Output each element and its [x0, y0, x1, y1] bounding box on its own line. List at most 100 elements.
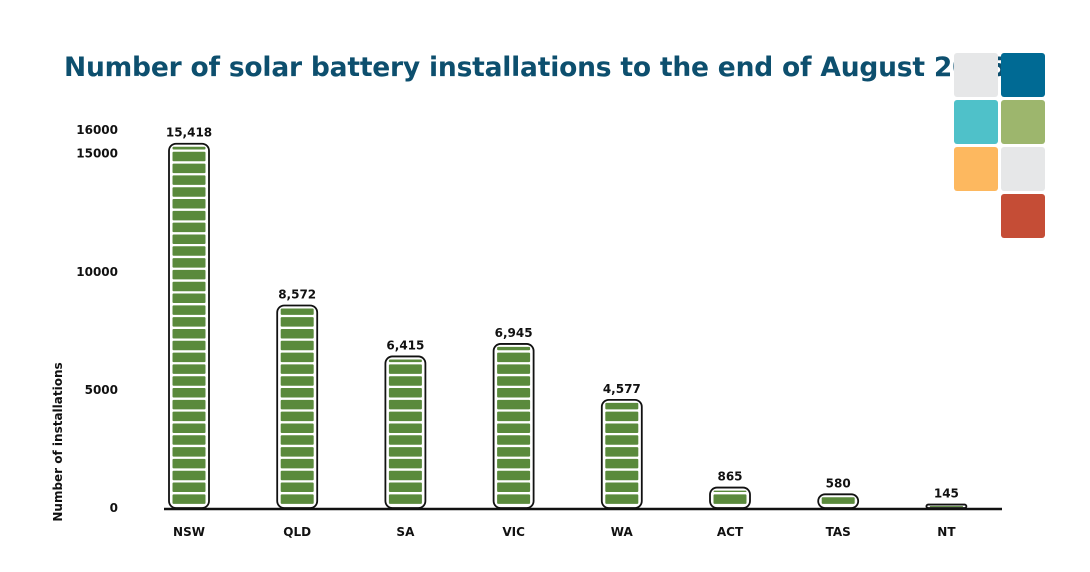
x-tick-label: TAS [826, 525, 851, 539]
bar-segment [280, 470, 314, 481]
bar-segment [172, 494, 206, 504]
bar-segment [172, 305, 206, 315]
bar-segment [388, 482, 422, 493]
logo-tile-green [1001, 100, 1045, 144]
bar-segment [497, 482, 531, 493]
bar-tas [817, 493, 860, 509]
bar-segment [280, 423, 314, 433]
bar-segment [605, 435, 639, 445]
bar-act [709, 486, 751, 509]
bar-segment [280, 458, 314, 469]
bar-segment [280, 317, 314, 327]
x-tick-label: QLD [283, 525, 311, 539]
bar-segment [605, 447, 639, 457]
bar-segment [280, 340, 314, 351]
bar-segment [280, 308, 314, 315]
bar-segment [172, 258, 206, 268]
bar-segment [497, 388, 531, 398]
data-label: 4,577 [603, 382, 641, 396]
brand-logo [954, 53, 1046, 238]
bar-segment [388, 364, 422, 374]
bar-segment [388, 411, 422, 422]
bar-nt [925, 503, 968, 509]
y-tick-label: 0 [110, 501, 118, 515]
bar-segment [605, 494, 639, 504]
x-tick-label: SA [396, 525, 415, 539]
bar-sa [384, 355, 427, 509]
y-tick-label: 16000 [76, 123, 118, 137]
bar-segment [172, 352, 206, 363]
bar-vic [492, 343, 535, 509]
bar-segment [280, 376, 314, 386]
bar-segment [497, 346, 531, 351]
x-tick-label: NSW [173, 525, 205, 539]
logo-tile-gray [1001, 147, 1045, 191]
bar-segment [713, 490, 747, 493]
bar-segment [929, 506, 963, 508]
bar-nsw [168, 142, 210, 509]
bar-segment [172, 210, 206, 221]
bar-segment [497, 470, 531, 481]
bar-segment [605, 402, 639, 410]
bar-segment [172, 411, 206, 422]
data-label: 6,945 [495, 326, 533, 340]
bar-segment [172, 364, 206, 374]
bar-segment [605, 458, 639, 469]
bar-segment [388, 376, 422, 386]
bar-segment [497, 376, 531, 386]
y-tick-label: 5000 [85, 383, 118, 397]
bar-segment [713, 494, 747, 504]
bar-segment [497, 494, 531, 504]
bar-segment [821, 497, 855, 504]
bar-segment [172, 447, 206, 457]
logo-tile-teal [954, 100, 998, 144]
bar-wa [600, 398, 643, 509]
logo-tile-blue [1001, 53, 1045, 97]
bar-segment [605, 470, 639, 481]
bar-segment [172, 281, 206, 292]
bar-segment [497, 364, 531, 374]
bar-segment [388, 388, 422, 398]
bar-segment [172, 317, 206, 327]
bar-segment [172, 234, 206, 244]
bar-segment [172, 151, 206, 162]
bar-segment [497, 399, 531, 410]
bar-segment [388, 447, 422, 457]
bar-segment [388, 359, 422, 363]
bar-segment [280, 435, 314, 445]
bar-segment [172, 175, 206, 185]
logo-tile-orange [954, 147, 998, 191]
bar-segment [172, 470, 206, 481]
data-label: 865 [717, 470, 742, 484]
x-tick-label: NT [937, 525, 956, 539]
bar-segment [280, 482, 314, 493]
bar-segment [172, 458, 206, 469]
bar-segment [172, 293, 206, 304]
x-tick-label: WA [611, 525, 634, 539]
data-label: 15,418 [166, 126, 212, 140]
bar-segment [172, 423, 206, 433]
bar-segment [172, 146, 206, 150]
bar-segment [280, 447, 314, 457]
bar-segment [172, 328, 206, 339]
bar-segment [497, 435, 531, 445]
bar-segment [605, 411, 639, 422]
bar-segment [388, 470, 422, 481]
bar-segment [172, 163, 206, 174]
bar-segment [172, 199, 206, 209]
bar-segment [172, 482, 206, 493]
bar-segment [172, 187, 206, 197]
chart-title: Number of solar battery installations to… [64, 52, 1007, 83]
logo-tile-red [1001, 194, 1045, 238]
x-tick-label: VIC [502, 525, 525, 539]
y-tick-label: 10000 [76, 265, 118, 279]
bar-segment [280, 494, 314, 504]
bar-segment [172, 222, 206, 233]
bar-segment [497, 411, 531, 422]
bar-segment [280, 328, 314, 339]
bar-segment [388, 423, 422, 433]
bar-segment [172, 246, 206, 256]
bar-segment [280, 411, 314, 422]
bar-segment [497, 352, 531, 363]
